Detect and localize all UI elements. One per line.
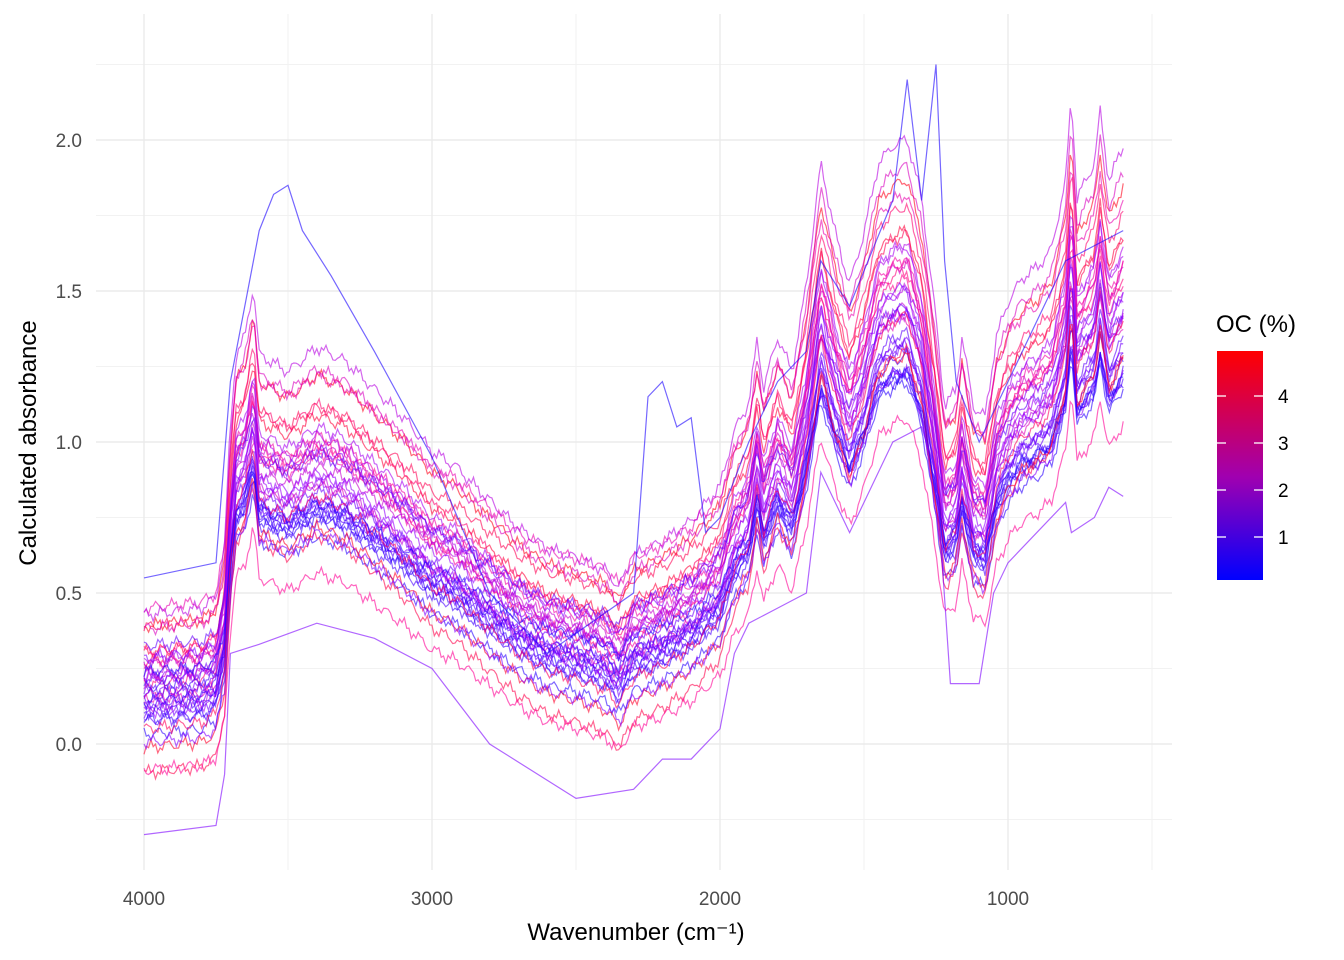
outlier-spectrum-line: [143, 426, 1124, 836]
spectra: [143, 64, 1124, 836]
spectrum-line: [143, 327, 1124, 686]
spectrum-line: [143, 294, 1124, 673]
y-axis-title: Calculated absorbance: [15, 320, 42, 566]
spectrum-line: [143, 352, 1124, 722]
x-tick-label: 4000: [123, 889, 165, 910]
colorbar: [1217, 351, 1263, 580]
spectrum-line: [143, 288, 1124, 683]
legend-title: OC (%): [1216, 311, 1296, 338]
legend-tick-label: 1: [1278, 528, 1289, 549]
y-tick-label: 1.0: [56, 433, 82, 454]
y-tick-label: 0.0: [56, 735, 82, 756]
legend-tick-label: 2: [1278, 481, 1289, 502]
legend: OC (%) 1 2 3 4: [1216, 311, 1296, 580]
spectrum-line: [143, 348, 1124, 711]
spectrum-line: [143, 171, 1124, 616]
spectrum-line: [143, 255, 1124, 659]
spectrum-line: [143, 349, 1124, 678]
spectrum-line: [143, 221, 1124, 666]
spectrum-line: [143, 400, 1124, 777]
outlier-spectrum-line: [143, 64, 1124, 655]
spectrum-line: [143, 343, 1124, 751]
x-axis-title: Wavenumber (cm⁻¹): [527, 919, 744, 946]
spectrum-line: [143, 258, 1124, 682]
x-tick-label: 3000: [411, 889, 453, 910]
y-tick-label: 0.5: [56, 584, 82, 605]
x-tick-label: 1000: [987, 889, 1029, 910]
tick-labels: 4000 3000 2000 1000 0.0 0.5 1.0 1.5 2.0: [56, 131, 1030, 910]
legend-tick-label: 3: [1278, 434, 1289, 455]
spectrum-line: [143, 105, 1124, 624]
y-tick-label: 1.5: [56, 282, 82, 303]
spectrum-line: [143, 283, 1124, 653]
spectrum-line: [143, 261, 1124, 665]
x-tick-label: 2000: [699, 889, 741, 910]
y-tick-label: 2.0: [56, 131, 82, 152]
spectrum-line: [143, 214, 1124, 690]
legend-tick-label: 4: [1278, 387, 1289, 408]
spectrum-line: [143, 248, 1124, 693]
